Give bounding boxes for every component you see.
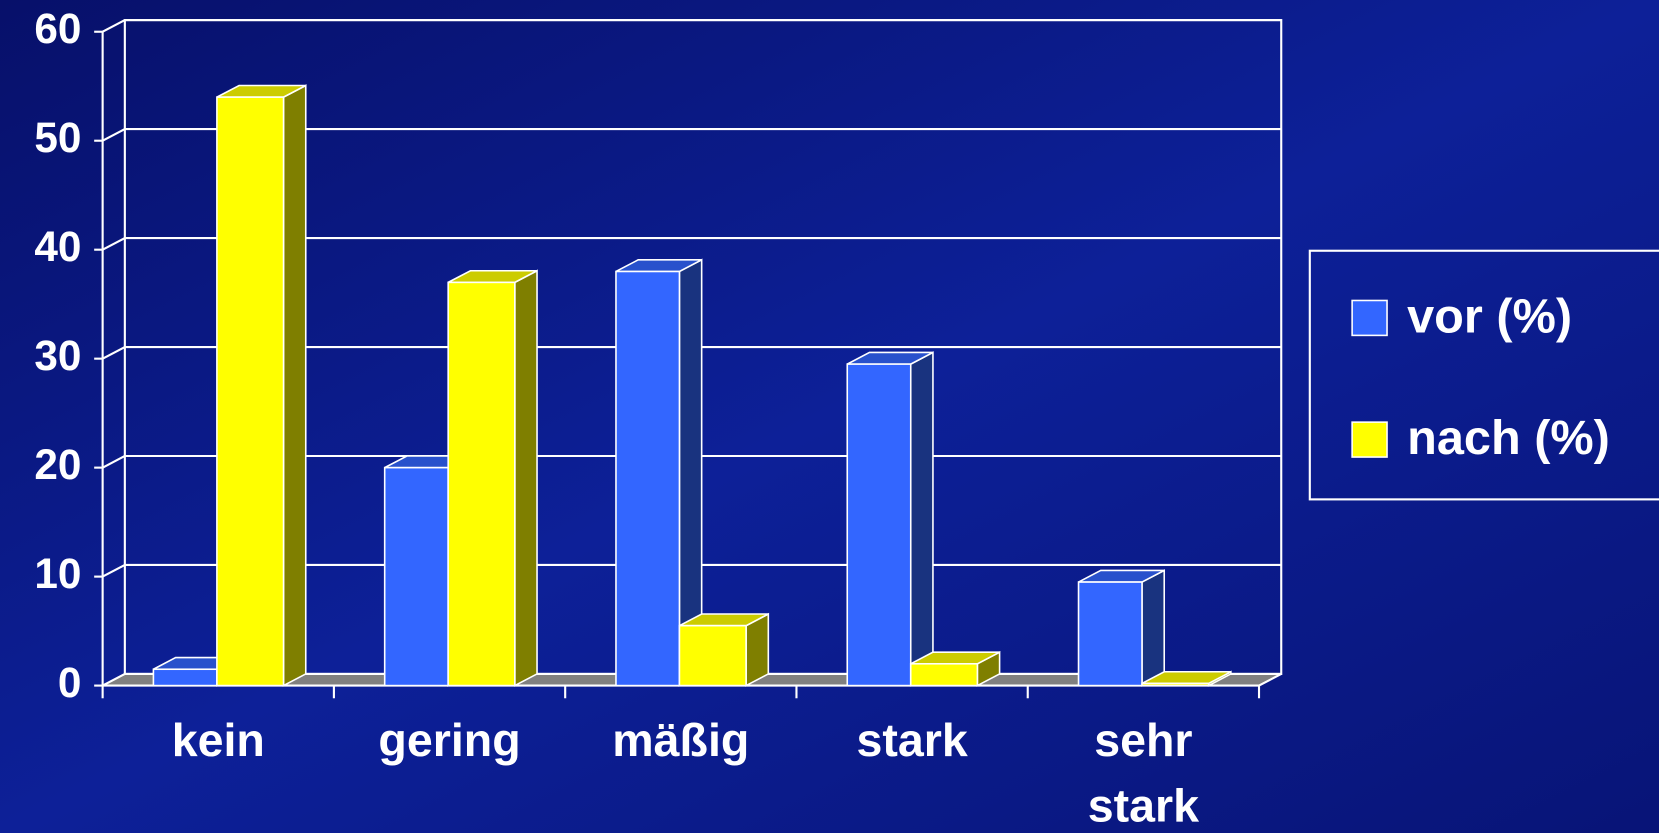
grid-side — [102, 564, 126, 578]
bar-front — [678, 624, 747, 687]
bar-side — [1141, 569, 1166, 687]
bar — [909, 650, 1001, 687]
y-tick-label: 50 — [34, 114, 81, 161]
y-tick-label: 20 — [34, 441, 81, 488]
bar — [846, 351, 934, 687]
bar-side — [514, 269, 538, 687]
grid-side — [102, 673, 126, 687]
bar — [447, 269, 538, 687]
y-tick-label: 10 — [34, 550, 81, 597]
legend-label: vor (%) — [1407, 289, 1572, 343]
x-tick-label: gering — [378, 714, 520, 766]
bar — [678, 612, 770, 687]
grid-side — [102, 346, 126, 360]
bar-front — [1077, 581, 1143, 687]
bar-front — [1141, 682, 1210, 687]
grid-side — [102, 237, 126, 251]
legend-box — [1308, 249, 1659, 501]
bar — [1077, 569, 1166, 687]
bar — [1141, 670, 1232, 687]
x-tick-label: stark — [856, 714, 967, 766]
bar-front — [447, 281, 516, 687]
bar-front — [909, 662, 979, 687]
y-tick-label: 30 — [34, 332, 81, 379]
y-tick-label: 40 — [34, 223, 81, 270]
bar-front — [615, 270, 681, 687]
bar-side — [282, 84, 307, 687]
bar — [615, 258, 703, 687]
legend-label: nach (%) — [1407, 411, 1610, 465]
x-tick-label: mäßig — [612, 714, 749, 766]
bar-front — [846, 363, 912, 687]
x-axis-back — [1258, 673, 1282, 687]
y-tick-label: 60 — [34, 5, 81, 52]
legend-swatch — [1351, 299, 1388, 337]
bar — [216, 84, 307, 687]
legend-swatch — [1351, 421, 1388, 458]
bar-side — [909, 351, 934, 687]
bar-front — [152, 668, 218, 687]
chart: 0 10 20 30 40 50 60 kein gering mäßig stark sehr sta… — [34, 5, 1659, 832]
x-tick-label: kein — [172, 714, 265, 766]
grid-side — [102, 128, 126, 142]
grid-side — [102, 19, 126, 33]
bar-front — [383, 466, 449, 687]
y-tick-label: 0 — [58, 659, 82, 706]
x-tick-label: sehr stark — [1088, 714, 1199, 832]
grid-side — [102, 455, 126, 469]
bar-front — [216, 96, 285, 687]
